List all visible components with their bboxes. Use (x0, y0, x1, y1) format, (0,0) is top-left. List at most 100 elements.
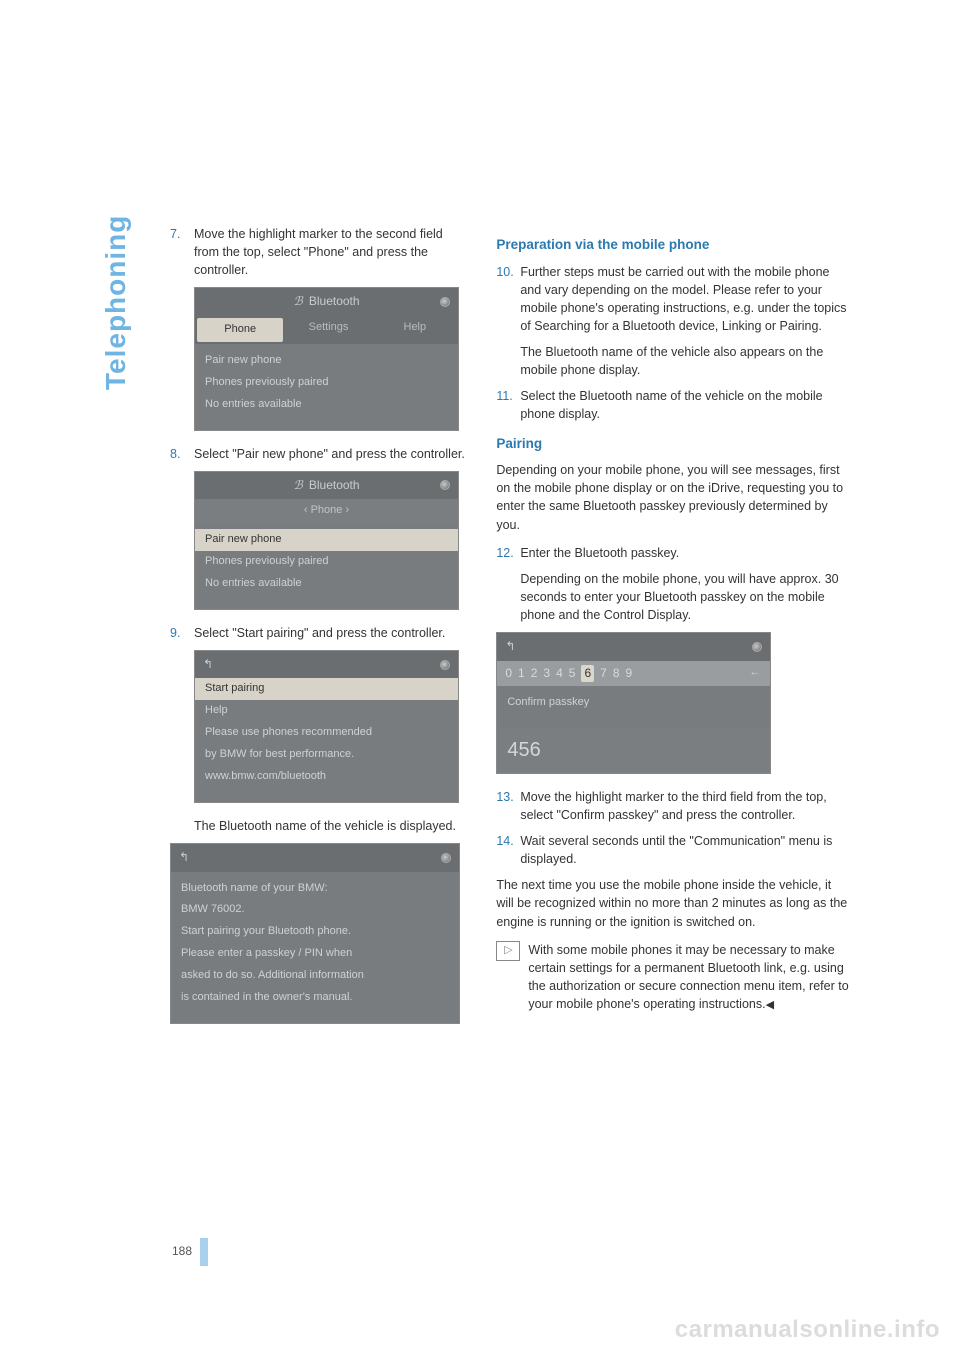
step-number: 10. (496, 263, 520, 336)
digit: 5 (569, 665, 576, 682)
screenshot-title: Bluetooth (309, 293, 360, 310)
step-text: Select "Pair new phone" and press the co… (194, 445, 466, 463)
step-text: Move the highlight marker to the second … (194, 225, 466, 279)
step-number: 9. (170, 624, 194, 642)
screenshot-body: Start pairing Help Please use phones rec… (195, 678, 458, 802)
notice-body: With some mobile phones it may be necess… (528, 943, 848, 1011)
step-13: 13. Move the highlight marker to the thi… (496, 788, 850, 824)
digit: 4 (556, 665, 563, 682)
list-item: by BMW for best performance. (205, 744, 448, 766)
list-item: asked to do so. Additional information (181, 965, 449, 987)
left-column: 7. Move the highlight marker to the seco… (110, 225, 466, 1038)
tab-settings: Settings (285, 316, 371, 344)
step-number: 14. (496, 832, 520, 868)
step-7: 7. Move the highlight marker to the seco… (170, 225, 466, 279)
controller-dot-icon (440, 660, 450, 670)
step-number: 13. (496, 788, 520, 824)
backspace-icon: ← (749, 665, 760, 681)
list-item: is contained in the owner's manual. (181, 987, 449, 1009)
digit: 6 (581, 665, 594, 682)
digit: 7 (600, 665, 607, 682)
step-text: Enter the Bluetooth passkey. (520, 544, 850, 562)
idrive-screenshot-passkey: ↰ 0123456789← Confirm passkey 456 (496, 632, 771, 774)
heading-prep: Preparation via the mobile phone (496, 235, 850, 255)
digit-row: 0123456789 ← (497, 661, 770, 686)
page-number-bar (200, 1238, 208, 1266)
notice-text: With some mobile phones it may be necess… (528, 941, 850, 1014)
step-11: 11. Select the Bluetooth name of the veh… (496, 387, 850, 423)
screenshot-body: Pair new phone Phones previously paired … (195, 523, 458, 609)
bluetooth-icon: ℬ (293, 293, 302, 310)
notice-block: ▷ With some mobile phones it may be nece… (496, 941, 850, 1014)
step-14: 14. Wait several seconds until the "Comm… (496, 832, 850, 868)
controller-dot-icon (441, 853, 451, 863)
step-text: Wait several seconds until the "Communic… (520, 832, 850, 868)
list-item: www.bmw.com/bluetooth (205, 766, 448, 788)
screenshot-titlebar: ℬ Bluetooth (195, 472, 458, 499)
list-item: Phones previously paired (205, 551, 448, 573)
screenshot-titlebar: ↰ (171, 844, 459, 871)
paragraph: Depending on your mobile phone, you will… (496, 461, 850, 534)
list-item: Help (205, 700, 448, 722)
step-text: Select "Start pairing" and press the con… (194, 624, 466, 642)
screenshot-body: Confirm passkey (497, 686, 770, 728)
screenshot-subhead: ‹ Phone › (195, 499, 458, 523)
end-mark-icon: ◀ (766, 999, 774, 1011)
list-item: No entries available (205, 573, 448, 595)
list-item: Please use phones recommended (205, 722, 448, 744)
digit: 1 (518, 665, 525, 682)
list-item: Phones previously paired (205, 372, 448, 394)
list-item-selected: Pair new phone (195, 529, 458, 551)
screenshot-titlebar: ↰ (497, 633, 770, 660)
list-item: BMW 76002. (181, 899, 449, 921)
back-icon: ↰ (203, 656, 213, 673)
step-9-sub: The Bluetooth name of the vehicle is dis… (194, 817, 466, 835)
step-number: 12. (496, 544, 520, 562)
screenshot-body: Bluetooth name of your BMW: BMW 76002. S… (171, 872, 459, 1024)
list-item: Please enter a passkey / PIN when (181, 943, 449, 965)
back-icon: ↰ (505, 638, 515, 655)
back-icon: ↰ (179, 849, 189, 866)
right-column: Preparation via the mobile phone 10. Fur… (496, 225, 850, 1038)
tab-phone: Phone (197, 318, 283, 342)
controller-dot-icon (752, 642, 762, 652)
step-text: Select the Bluetooth name of the vehicle… (520, 387, 850, 423)
screenshot-title: Bluetooth (309, 477, 360, 494)
heading-pairing: Pairing (496, 434, 850, 454)
step-number: 7. (170, 225, 194, 279)
step-number: 11. (496, 387, 520, 423)
section-label: Telephoning (100, 215, 132, 390)
notice-icon: ▷ (496, 941, 520, 961)
list-item: No entries available (205, 394, 448, 416)
digit: 9 (626, 665, 633, 682)
watermark: carmanualsonline.info (675, 1316, 940, 1344)
digit: 2 (531, 665, 538, 682)
controller-dot-icon (440, 480, 450, 490)
idrive-screenshot-bluetooth-tabs: ℬ Bluetooth Phone Settings Help Pair new… (194, 287, 459, 430)
idrive-screenshot-bt-name: ↰ Bluetooth name of your BMW: BMW 76002.… (170, 843, 460, 1024)
subhead-text: Phone (311, 504, 343, 516)
step-number: 8. (170, 445, 194, 463)
tab-help: Help (372, 316, 458, 344)
list-item: Pair new phone (205, 350, 448, 372)
content-columns: 7. Move the highlight marker to the seco… (110, 225, 850, 1038)
digit: 3 (543, 665, 550, 682)
bluetooth-icon: ℬ (293, 477, 302, 494)
idrive-screenshot-pair-new: ℬ Bluetooth ‹ Phone › Pair new phone Pho… (194, 471, 459, 610)
confirm-passkey-line: Confirm passkey (507, 692, 760, 714)
step-text: Further steps must be carried out with t… (520, 263, 850, 336)
list-item: Bluetooth name of your BMW: (181, 878, 449, 900)
digit: 8 (613, 665, 620, 682)
controller-dot-icon (440, 297, 450, 307)
list-item-selected: Start pairing (195, 678, 458, 700)
step-12: 12. Enter the Bluetooth passkey. (496, 544, 850, 562)
digit: 0 (505, 665, 512, 682)
passkey-value: 456 (497, 728, 770, 773)
step-10: 10. Further steps must be carried out wi… (496, 263, 850, 336)
step-9: 9. Select "Start pairing" and press the … (170, 624, 466, 642)
page-number: 188 (172, 1244, 192, 1258)
screenshot-tabs: Phone Settings Help (195, 316, 458, 344)
screenshot-titlebar: ↰ (195, 651, 458, 678)
idrive-screenshot-start-pairing: ↰ Start pairing Help Please use phones r… (194, 650, 459, 803)
screenshot-titlebar: ℬ Bluetooth (195, 288, 458, 315)
